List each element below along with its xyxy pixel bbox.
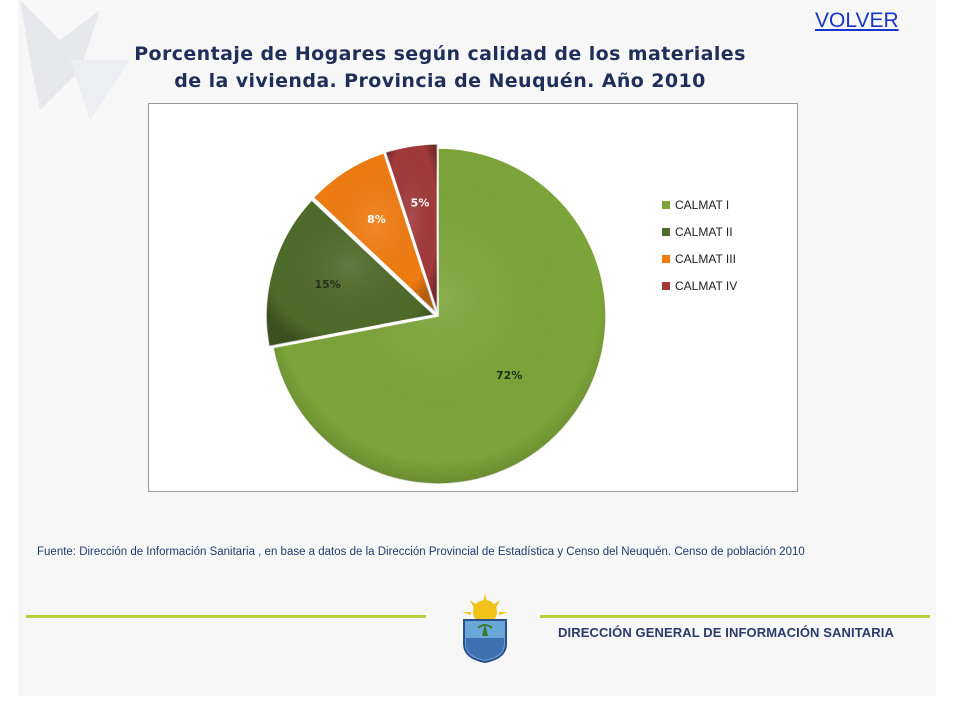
pie-slice-shading [385,144,438,313]
pie-chart-svg: 72% 15% 8% 5% CALMAT I CALMAT II CALMAT III CA… [265,143,737,485]
footer-divider-left [26,615,426,618]
source-note: Fuente: Dirección de Información Sanitar… [37,546,805,558]
legend-swatch-calmat-iii [662,255,670,263]
data-label-calmat-i: 72% [496,369,522,382]
pie-chart: 72% 15% 8% 5% CALMAT I CALMAT II CALMAT III CA… [148,103,798,492]
title-line-1: Porcentaje de Hogares según calidad de l… [134,42,746,65]
legend-label-calmat-iii: CALMAT III [675,252,736,266]
legend-swatch-calmat-iv [662,282,670,290]
neuquen-emblem-icon [462,594,508,664]
data-label-calmat-iv: 5% [411,197,430,210]
data-label-calmat-ii: 15% [315,278,341,291]
title-line-2: de la vivienda. Provincia de Neuquén. Añ… [174,69,706,92]
volver-link[interactable]: VOLVER [815,9,899,32]
legend-swatch-calmat-ii [662,228,670,236]
pie-slice-shading [313,152,436,313]
pie-slice-shading [266,199,435,347]
legend-label-calmat-ii: CALMAT II [675,225,733,239]
page-title: Porcentaje de Hogares según calidad de l… [100,41,780,95]
organization-name: DIRECCIÓN GENERAL DE INFORMACIÓN SANITAR… [558,625,894,640]
pie-slice-shading [272,148,606,484]
footer-divider-right [540,615,930,618]
legend-swatch-calmat-i [662,201,670,209]
data-label-calmat-iii: 8% [367,213,386,226]
legend-label-calmat-i: CALMAT I [675,198,729,212]
decorative-arrow-icon [20,0,130,120]
legend-label-calmat-iv: CALMAT IV [675,279,737,293]
